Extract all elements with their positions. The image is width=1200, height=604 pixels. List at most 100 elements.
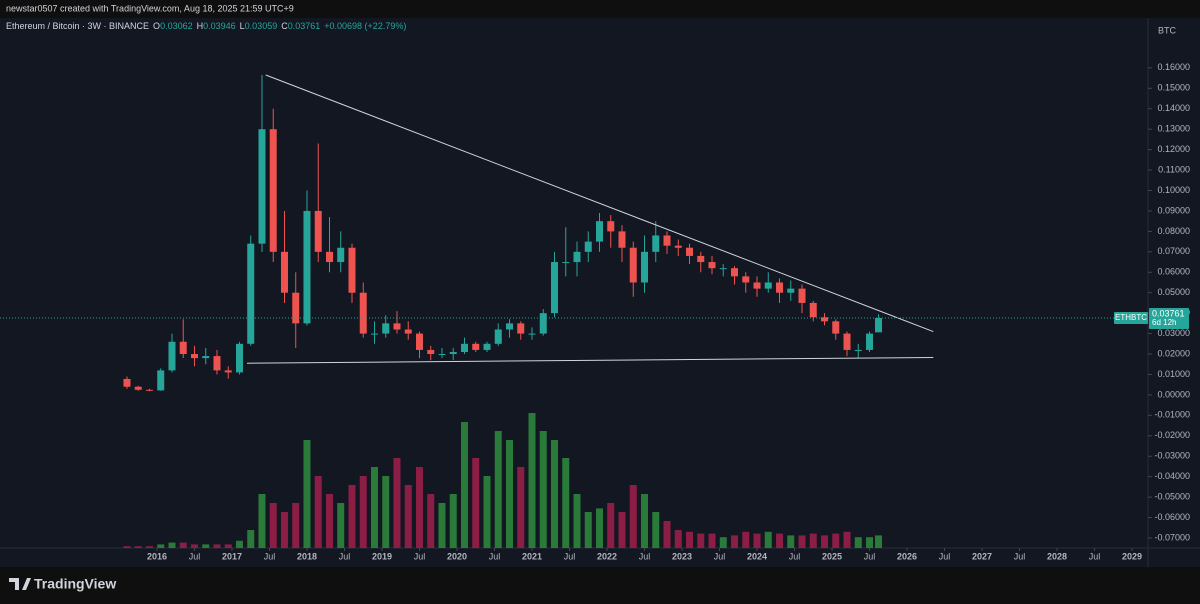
x-tick-label: 2028 bbox=[1047, 551, 1067, 561]
legend: Ethereum / Bitcoin · 3W · BINANCE O0.0306… bbox=[6, 21, 406, 31]
volume-bar bbox=[866, 537, 874, 548]
trendline bbox=[246, 357, 934, 364]
candle-body bbox=[157, 370, 165, 391]
y-tick-label: -0.02000 bbox=[1154, 430, 1190, 440]
volume-bar bbox=[460, 422, 468, 548]
candle-body bbox=[235, 343, 243, 373]
volume-bar bbox=[719, 537, 727, 548]
candle-body bbox=[213, 356, 221, 371]
x-tick-label: 2018 bbox=[297, 551, 317, 561]
volume-bar bbox=[213, 544, 221, 548]
candle-body bbox=[866, 333, 874, 350]
y-tick-label: 0.16000 bbox=[1157, 62, 1190, 72]
candle-body bbox=[753, 282, 761, 289]
x-tick-label: 2024 bbox=[747, 551, 767, 561]
x-tick-label: 2023 bbox=[672, 551, 692, 561]
volume-bar bbox=[607, 503, 615, 548]
volume-bar bbox=[663, 521, 671, 548]
volume-bar bbox=[280, 512, 288, 548]
candle-body bbox=[686, 247, 694, 256]
legend-key: O bbox=[153, 21, 160, 31]
volume-bar bbox=[539, 431, 547, 548]
x-tick-label: Jul bbox=[264, 551, 276, 561]
volume-bar bbox=[449, 494, 457, 548]
candle-body bbox=[550, 262, 558, 314]
y-tick-label: 0.02000 bbox=[1157, 348, 1190, 358]
candle-body bbox=[247, 243, 255, 344]
y-tick-label: 0.11000 bbox=[1158, 164, 1190, 174]
x-tick-label: Jul bbox=[564, 551, 576, 561]
legend-key: H bbox=[197, 21, 204, 31]
x-tick-label: Jul bbox=[864, 551, 876, 561]
candle-body bbox=[697, 255, 705, 263]
volume-bar bbox=[875, 535, 883, 548]
x-tick-label: 2019 bbox=[372, 551, 392, 561]
x-tick-label: Jul bbox=[714, 551, 726, 561]
candle-body bbox=[821, 317, 829, 322]
volume-bar bbox=[809, 533, 817, 548]
candle-body bbox=[438, 354, 446, 356]
candle-body bbox=[337, 247, 345, 263]
candle-body bbox=[663, 235, 671, 246]
candle-body bbox=[596, 221, 604, 242]
volume-bar bbox=[674, 530, 682, 548]
x-tick-label: 2026 bbox=[897, 551, 917, 561]
candle-body bbox=[719, 268, 727, 270]
y-tick-label: 0.07000 bbox=[1157, 246, 1190, 256]
candle-body bbox=[370, 333, 378, 335]
candle-body bbox=[483, 343, 491, 350]
volume-bar bbox=[517, 467, 525, 548]
volume-bar bbox=[472, 458, 480, 548]
volume-bar bbox=[179, 542, 187, 548]
candle-body bbox=[269, 129, 277, 252]
candle-body bbox=[875, 318, 883, 333]
candle-body bbox=[494, 329, 502, 344]
candle-body bbox=[202, 356, 210, 359]
volume-bar bbox=[832, 533, 840, 548]
y-tick-label: 0.09000 bbox=[1157, 205, 1190, 215]
y-tick-label: 0.08000 bbox=[1157, 226, 1190, 236]
y-tick-label: -0.07000 bbox=[1154, 532, 1190, 542]
symbol-tag bbox=[1114, 312, 1148, 325]
candle-body bbox=[618, 231, 626, 248]
volume-bar bbox=[303, 440, 311, 548]
volume-bar bbox=[337, 503, 345, 548]
candle-body bbox=[258, 129, 266, 244]
volume-bar bbox=[629, 485, 637, 548]
y-tick-label: -0.04000 bbox=[1154, 471, 1190, 481]
x-tick-label: 2021 bbox=[522, 551, 542, 561]
x-tick-label: Jul bbox=[639, 551, 651, 561]
volume-bar bbox=[415, 467, 423, 548]
legend-value: 0.03761 bbox=[288, 21, 321, 31]
volume-bar bbox=[697, 533, 705, 548]
volume-bar bbox=[731, 535, 739, 548]
brand-name: TradingView bbox=[34, 576, 116, 592]
candle-body bbox=[674, 245, 682, 248]
x-tick-label: Jul bbox=[339, 551, 351, 561]
candle-body bbox=[427, 349, 435, 355]
candle-body bbox=[562, 262, 570, 264]
price-tag-label: 0.03761 bbox=[1152, 308, 1185, 318]
y-tick-label: -0.05000 bbox=[1154, 491, 1190, 501]
candle-body bbox=[393, 323, 401, 330]
x-tick-label: Jul bbox=[189, 551, 201, 561]
volume-bar bbox=[190, 544, 198, 548]
candle-body bbox=[123, 378, 131, 387]
candle-body bbox=[787, 288, 795, 293]
volume-bar bbox=[505, 440, 513, 548]
candle-body bbox=[179, 341, 187, 355]
candle-body bbox=[415, 333, 423, 350]
y-tick-label: 0.14000 bbox=[1157, 103, 1190, 113]
volume-bar bbox=[404, 485, 412, 548]
x-tick-label: Jul bbox=[789, 551, 801, 561]
volume-bar bbox=[843, 531, 851, 548]
volume-bar bbox=[798, 535, 806, 548]
candle-body bbox=[809, 302, 817, 318]
volume-bar bbox=[764, 531, 772, 548]
candle-body bbox=[528, 333, 536, 335]
volume-bar bbox=[314, 476, 322, 548]
volume-bar bbox=[438, 503, 446, 548]
volume-bar bbox=[776, 533, 784, 548]
candle-body bbox=[303, 210, 311, 324]
volume-bar bbox=[145, 546, 153, 548]
